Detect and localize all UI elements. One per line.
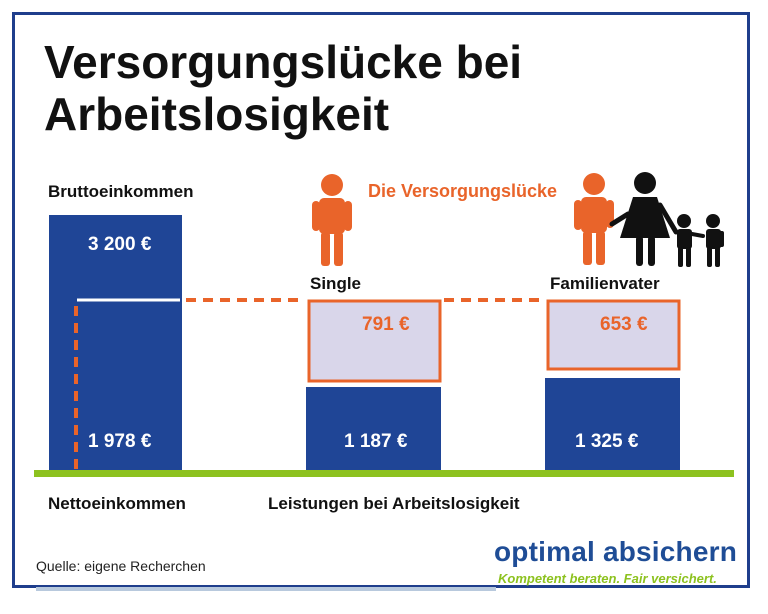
page-title: Versorgungslücke bei Arbeitslosigkeit — [44, 36, 523, 140]
source-note: Quelle: eigene Recherchen — [36, 558, 206, 574]
brand-logo-text: optimal absichern — [494, 536, 738, 567]
baseline — [34, 470, 734, 477]
footer-divider — [36, 587, 496, 591]
value-label-benefit-family: 1 325 € — [575, 431, 639, 452]
label-leistungen: Leistungen bei Arbeitslosigkeit — [268, 494, 520, 513]
label-brutto: Bruttoeinkommen — [48, 182, 194, 201]
gap-box-family — [546, 299, 681, 371]
gap-box-single — [307, 299, 442, 383]
bar-benefit-family — [545, 378, 680, 471]
family-icon — [574, 172, 724, 267]
value-label-gross: 3 200 € — [88, 234, 152, 255]
value-label-net: 1 978 € — [88, 431, 152, 452]
value-label-gap-single: 791 € — [362, 314, 410, 335]
brand-tagline: Kompetent beraten. Fair versichert. — [498, 571, 717, 586]
label-single: Single — [310, 274, 362, 293]
person-icon — [312, 174, 352, 266]
label-familienvater: Familienvater — [550, 274, 660, 293]
label-nettoeinkommen: Nettoeinkommen — [48, 494, 186, 513]
bar-benefit-single — [306, 387, 441, 471]
label-versorgungsluecke: Die Versorgungslücke — [368, 181, 558, 201]
bar-gross-income — [49, 215, 182, 471]
value-label-benefit-single: 1 187 € — [344, 431, 408, 452]
value-label-gap-family: 653 € — [600, 314, 648, 335]
